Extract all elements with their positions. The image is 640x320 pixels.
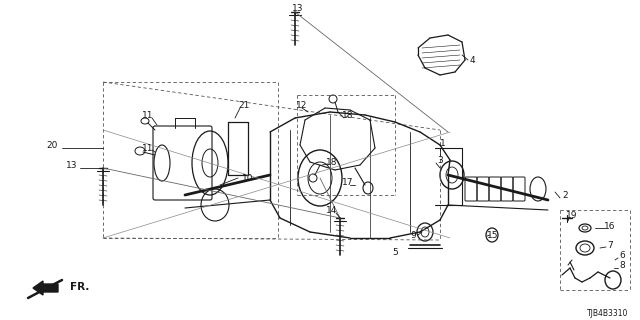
Text: 18: 18 (326, 157, 338, 166)
Text: 3: 3 (437, 156, 443, 164)
Text: 8: 8 (619, 261, 625, 270)
Text: 17: 17 (342, 178, 354, 187)
Text: 12: 12 (296, 100, 308, 109)
Text: 1: 1 (440, 139, 446, 148)
Text: 13: 13 (67, 161, 77, 170)
Text: 14: 14 (326, 205, 338, 214)
Text: 7: 7 (607, 241, 613, 250)
Text: 5: 5 (392, 247, 398, 257)
Text: 9: 9 (410, 230, 416, 239)
Text: 4: 4 (469, 55, 475, 65)
Text: 18: 18 (342, 110, 354, 119)
Text: 21: 21 (238, 100, 250, 109)
Text: TJB4B3310: TJB4B3310 (588, 308, 628, 317)
FancyArrow shape (33, 281, 58, 295)
Text: 13: 13 (292, 4, 304, 12)
Text: 6: 6 (619, 252, 625, 260)
Text: 11: 11 (142, 143, 154, 153)
Text: 15: 15 (487, 230, 499, 239)
Text: 19: 19 (566, 211, 578, 220)
Text: 11: 11 (142, 110, 154, 119)
Text: FR.: FR. (70, 282, 90, 292)
Text: 20: 20 (46, 140, 58, 149)
Text: 10: 10 (243, 173, 253, 182)
Text: 16: 16 (604, 221, 616, 230)
Text: 2: 2 (562, 190, 568, 199)
